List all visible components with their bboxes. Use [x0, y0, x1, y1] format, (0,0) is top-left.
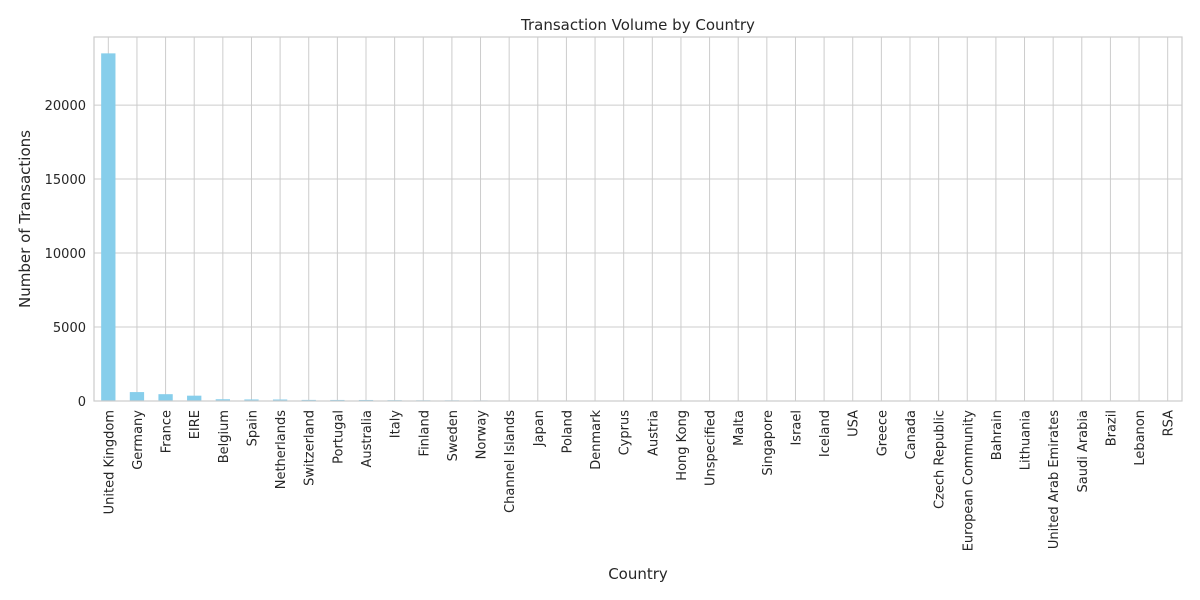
- x-tick-label: Denmark: [589, 410, 604, 470]
- x-tick-label: Sweden: [446, 410, 461, 461]
- x-tick-label: Canada: [904, 410, 919, 459]
- bar: [158, 394, 173, 401]
- y-tick-label: 20000: [45, 99, 86, 114]
- x-tick-label: Czech Republic: [933, 410, 948, 509]
- bar: [215, 399, 230, 401]
- x-tick-label: EIRE: [188, 410, 203, 439]
- x-tick-label: Japan: [532, 410, 547, 447]
- x-tick-label: Channel Islands: [503, 410, 518, 513]
- bar: [187, 395, 202, 401]
- chart-title: Transaction Volume by Country: [520, 16, 755, 34]
- x-tick-label: Germany: [131, 410, 146, 470]
- y-tick-labels: 0 5000 10000 15000 20000: [45, 99, 86, 410]
- x-tick-label: Switzerland: [303, 410, 318, 486]
- y-axis-label: Number of Transactions: [16, 130, 34, 308]
- x-tick-label: Israel: [789, 410, 804, 446]
- x-tick-label: RSA: [1162, 410, 1177, 437]
- x-tick-labels: United Kingdom Germany France EIRE Belgium Sp…: [102, 410, 1176, 552]
- x-tick-label: Lebanon: [1133, 410, 1148, 466]
- x-tick-label: Singapore: [761, 410, 776, 476]
- bar: [272, 399, 288, 401]
- x-tick-label: Australia: [360, 410, 375, 468]
- x-tick-label: Austria: [646, 410, 661, 456]
- x-tick-label: USA: [847, 410, 862, 437]
- x-tick-label: France: [160, 410, 175, 453]
- plot-frame: [93, 36, 1183, 402]
- x-tick-label: Belgium: [217, 410, 232, 463]
- x-tick-label: Portugal: [331, 410, 346, 464]
- x-tick-label: Unspecified: [704, 410, 719, 486]
- x-axis-label: Country: [608, 565, 668, 583]
- bar: [244, 399, 259, 401]
- x-tick-label: Norway: [475, 410, 490, 460]
- gridlines: [94, 37, 1182, 402]
- y-tick-label: 5000: [53, 321, 86, 336]
- x-tick-label: Cyprus: [618, 410, 633, 456]
- x-tick-label: Saudi Arabia: [1076, 410, 1091, 493]
- x-tick-label: Poland: [560, 410, 575, 453]
- x-tick-label: United Arab Emirates: [1047, 410, 1062, 549]
- bar: [129, 392, 145, 401]
- x-tick-label: United Kingdom: [102, 410, 117, 514]
- x-tick-label: Greece: [875, 410, 890, 456]
- x-tick-label: European Community: [961, 410, 976, 552]
- x-tick-label: Bahrain: [990, 410, 1005, 460]
- y-tick-label: 10000: [45, 247, 86, 262]
- x-tick-label: Spain: [245, 410, 260, 446]
- x-tick-label: Netherlands: [274, 410, 289, 489]
- x-tick-label: Italy: [389, 410, 404, 439]
- bar: [101, 53, 116, 401]
- x-tick-label: Lithuania: [1019, 410, 1034, 470]
- x-tick-label: Malta: [732, 410, 747, 446]
- x-tick-label: Hong Kong: [675, 410, 690, 481]
- y-tick-label: 0: [78, 395, 86, 410]
- x-tick-label: Brazil: [1104, 410, 1119, 446]
- x-tick-label: Finland: [417, 410, 432, 456]
- y-tick-label: 15000: [45, 173, 86, 188]
- x-tick-label: Iceland: [818, 410, 833, 457]
